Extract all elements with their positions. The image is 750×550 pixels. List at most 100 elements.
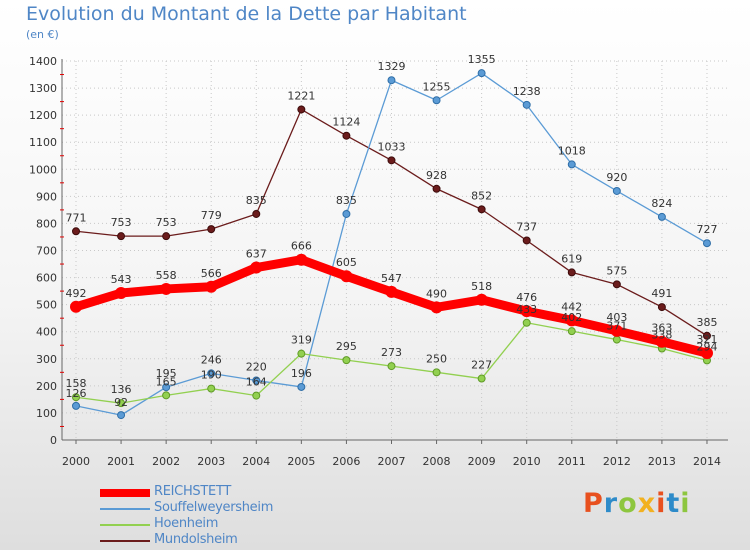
data-point-souffelweyersheim <box>477 69 486 78</box>
data-label-souffelweyersheim: 727 <box>696 223 717 236</box>
data-point-reichstett <box>430 301 443 314</box>
x-tick-label: 2007 <box>377 455 405 468</box>
data-label-souffelweyersheim: 835 <box>336 194 357 207</box>
data-label-hoenheim: 227 <box>471 359 492 372</box>
data-point-hoenheim <box>342 356 351 365</box>
grid-lines <box>62 60 728 441</box>
legend-swatch-hoenheim <box>100 524 150 526</box>
data-point-souffelweyersheim <box>72 401 80 410</box>
y-tick-label: 500 <box>36 299 57 312</box>
data-label-hoenheim: 158 <box>66 377 87 390</box>
data-label-souffelweyersheim: 824 <box>651 197 672 210</box>
y-tick-label: 0 <box>50 434 57 447</box>
data-label-mundolsheim: 1124 <box>332 116 360 129</box>
axes: 0 100 200 300 400 500 600 700 800 900 1000 1100 1200… <box>29 55 728 468</box>
data-point-souffelweyersheim <box>342 209 351 218</box>
logo-letter: t <box>666 488 681 519</box>
legend-label-souffelweyersheim: Souffelweyersheim <box>154 500 274 515</box>
data-label-reichstett: 442 <box>561 300 582 313</box>
data-point-hoenheim <box>432 368 441 377</box>
data-point-mundolsheim <box>432 184 441 193</box>
data-label-reichstett: 666 <box>291 240 312 253</box>
y-tick-label: 900 <box>36 190 57 203</box>
data-point-souffelweyersheim <box>567 160 576 169</box>
data-label-hoenheim: 371 <box>606 320 627 333</box>
legend-label-hoenheim: Hoenheim <box>154 516 219 531</box>
series-group <box>70 69 713 420</box>
data-label-reichstett: 490 <box>426 287 447 300</box>
data-label-souffelweyersheim: 1018 <box>558 144 586 157</box>
data-point-mundolsheim <box>477 205 486 214</box>
data-label-souffelweyersheim: 1329 <box>377 60 405 73</box>
x-tick-label: 2008 <box>423 455 451 468</box>
x-tick-label: 2014 <box>693 455 721 468</box>
data-label-hoenheim: 295 <box>336 340 357 353</box>
data-point-reichstett <box>520 305 533 318</box>
data-label-reichstett: 547 <box>381 272 402 285</box>
data-point-hoenheim <box>612 335 621 344</box>
data-point-hoenheim <box>477 374 486 383</box>
y-tick-label: 300 <box>36 353 57 366</box>
data-label-souffelweyersheim: 92 <box>114 396 128 409</box>
x-tick-label: 2010 <box>513 455 541 468</box>
data-label-hoenheim: 319 <box>291 334 312 347</box>
data-label-souffelweyersheim: 1355 <box>468 53 496 66</box>
logo-letter: i <box>656 488 667 519</box>
data-label-souffelweyersheim: 1238 <box>513 85 541 98</box>
chart-title: Evolution du Montant de la Dette par Hab… <box>26 3 467 25</box>
data-label-hoenheim: 294 <box>696 340 717 353</box>
data-label-hoenheim: 190 <box>201 369 222 382</box>
data-label-mundolsheim: 753 <box>156 216 177 229</box>
data-label-souffelweyersheim: 196 <box>291 367 312 380</box>
proxiti-logo: Proxiti <box>583 488 691 519</box>
data-label-reichstett: 605 <box>336 256 357 269</box>
logo-letter: x <box>637 488 657 519</box>
data-point-souffelweyersheim <box>162 383 171 392</box>
legend-swatch-mundolsheim <box>100 540 150 542</box>
data-point-souffelweyersheim <box>657 212 666 221</box>
data-point-reichstett <box>610 324 623 337</box>
data-point-mundolsheim <box>207 225 216 234</box>
data-label-reichstett: 403 <box>606 311 627 324</box>
data-point-souffelweyersheim <box>432 96 441 105</box>
data-point-reichstett <box>70 300 82 313</box>
data-label-reichstett: 518 <box>471 280 492 293</box>
data-label-souffelweyersheim: 195 <box>156 367 177 380</box>
data-label-reichstett: 566 <box>201 267 222 280</box>
data-label-mundolsheim: 737 <box>516 220 537 233</box>
data-label-mundolsheim: 835 <box>246 194 267 207</box>
data-label-hoenheim: 338 <box>651 328 672 341</box>
data-point-hoenheim <box>207 384 216 393</box>
y-tick-label: 600 <box>36 272 57 285</box>
data-point-mundolsheim <box>252 209 261 218</box>
x-tick-label: 2000 <box>62 455 90 468</box>
data-point-mundolsheim <box>612 280 621 289</box>
x-tick-label: 2013 <box>648 455 676 468</box>
x-tick-label: 2003 <box>197 455 225 468</box>
data-label-souffelweyersheim: 920 <box>606 171 627 184</box>
y-tick-label: 100 <box>36 407 57 420</box>
data-label-mundolsheim: 619 <box>561 252 582 265</box>
x-tick-label: 2004 <box>242 455 270 468</box>
data-label-mundolsheim: 928 <box>426 169 447 182</box>
data-label-hoenheim: 165 <box>156 375 177 388</box>
data-point-mundolsheim <box>567 268 576 277</box>
logo-letter: o <box>618 488 638 519</box>
data-point-souffelweyersheim <box>207 369 216 378</box>
data-point-souffelweyersheim <box>612 186 621 195</box>
data-label-mundolsheim: 491 <box>651 287 672 300</box>
data-label-mundolsheim: 771 <box>66 211 87 224</box>
data-point-hoenheim <box>567 327 576 336</box>
data-label-mundolsheim: 1033 <box>377 140 405 153</box>
x-tick-label: 2001 <box>107 455 135 468</box>
data-label-souffelweyersheim: 220 <box>246 360 267 373</box>
data-label-souffelweyersheim: 246 <box>201 353 222 366</box>
data-point-souffelweyersheim <box>702 239 711 248</box>
data-point-souffelweyersheim <box>297 382 306 391</box>
x-tick-label: 2006 <box>332 455 360 468</box>
data-label-mundolsheim: 779 <box>201 209 222 222</box>
data-point-reichstett <box>205 280 218 293</box>
data-label-mundolsheim: 385 <box>696 316 717 329</box>
data-label-hoenheim: 402 <box>561 311 582 324</box>
data-point-hoenheim <box>252 391 261 400</box>
